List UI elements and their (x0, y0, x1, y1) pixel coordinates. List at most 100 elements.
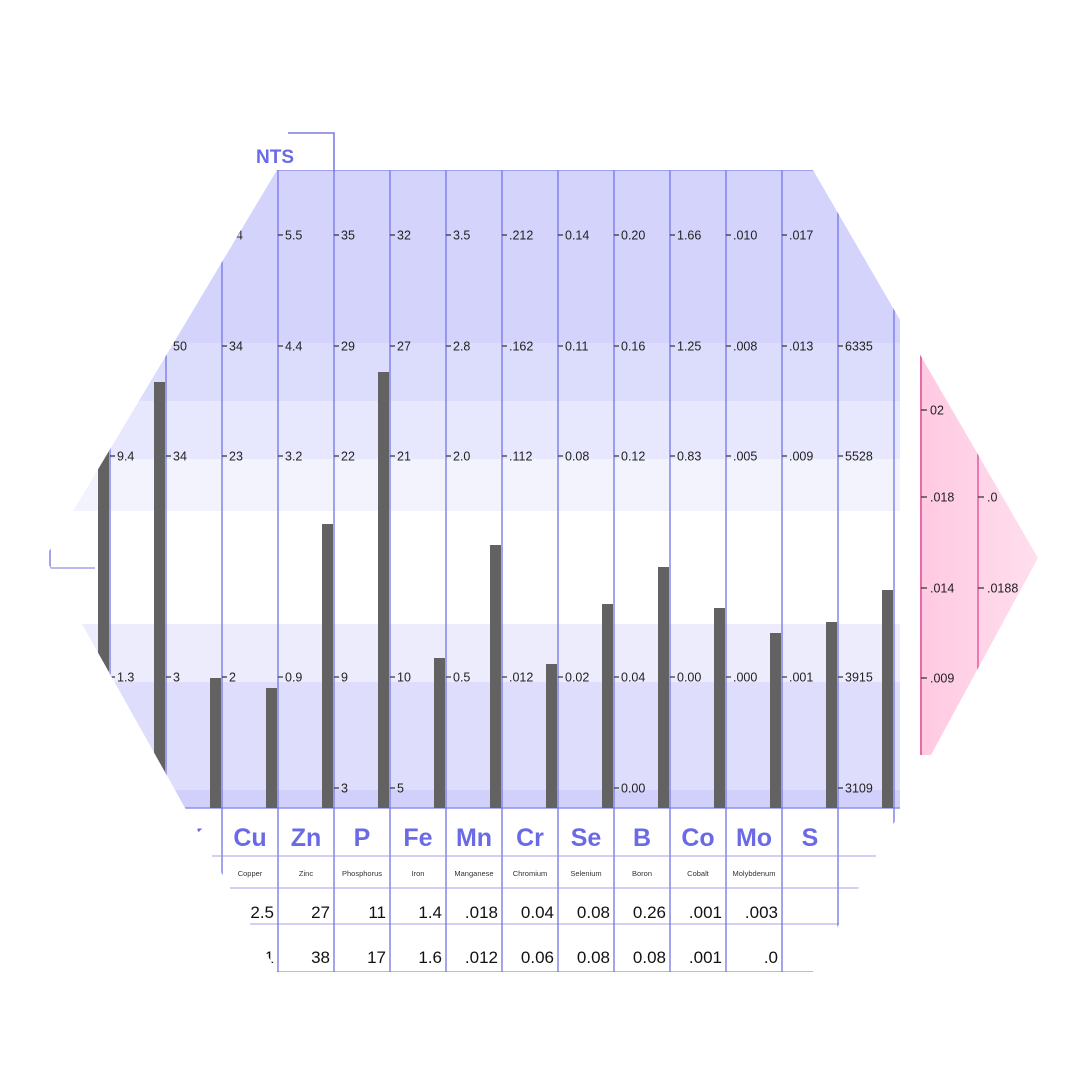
value-row-1: 11 (368, 903, 386, 922)
element-column: 35 29 22 9 3 Zn Zinc 27 38 (291, 170, 355, 972)
tick-label: 0.16 (621, 340, 645, 354)
tick-label: 0.02 (565, 671, 589, 685)
bar (714, 608, 725, 808)
band-dark-top (45, 170, 900, 343)
element-column: 0.14 0.11 0.08 0.02 Cr Chromium 0.04 0.06 (513, 170, 589, 972)
tick-label: 1.3 (117, 671, 134, 685)
tick-label: 23 (229, 450, 243, 464)
bar (546, 664, 557, 808)
element-name: Zinc (299, 869, 313, 878)
tick-label: 0.12 (621, 450, 645, 464)
bar (378, 372, 389, 808)
value-row-1: 2.5 (250, 903, 274, 922)
element-symbol: P (354, 824, 371, 852)
tick-label: 21 (397, 450, 411, 464)
element-name: Copper (238, 869, 263, 878)
bar (602, 604, 613, 808)
tick-label: 0.20 (621, 229, 645, 243)
tick-label: 50 (173, 340, 187, 354)
element-symbol: a (131, 824, 146, 852)
tick-label: 0.5 (453, 671, 470, 685)
element-name: Potassium (176, 869, 211, 878)
bar (882, 590, 893, 808)
band-bottom (45, 790, 900, 808)
band-white (45, 511, 900, 624)
tick-label: 0.08 (565, 450, 589, 464)
element-name: Manganese (454, 869, 493, 878)
value-row-2: 0.08 (577, 948, 610, 967)
tick-label: 0.00 (677, 671, 701, 685)
tick-label: 5 (397, 782, 404, 796)
element-name: Iron (412, 869, 425, 878)
value-row-1: .018 (465, 903, 498, 922)
tick-label: .112 (509, 450, 532, 464)
tick-label: 4.4 (285, 340, 302, 354)
tick-label: 3 (173, 671, 180, 685)
bar (770, 633, 781, 808)
tick-label: 34 (173, 450, 187, 464)
element-name: Molybdenum (733, 869, 776, 878)
value-row-2: 1.6 (418, 948, 442, 967)
tick-label: .000 (733, 671, 757, 685)
tick-label: .212 (509, 229, 533, 243)
element-symbol: Mo (736, 824, 772, 852)
tick-label: 3 (341, 782, 348, 796)
value-row-2: 0.06 (521, 948, 554, 967)
band-light (45, 459, 900, 511)
pink-tick-label: .014 (930, 582, 954, 596)
value-row-1: 1 (209, 903, 218, 922)
tick-label: 2.8 (453, 340, 470, 354)
element-column: 1.66 1.25 0.83 0.00 B Boron 0.26 0.08 (632, 170, 701, 972)
value-row-1: .003 (745, 903, 778, 922)
value-row-2: .0 (764, 948, 778, 967)
tick-label: .001 (789, 671, 813, 685)
tick-label: 9.4 (117, 450, 134, 464)
value-row-2: ? (209, 948, 218, 967)
element-symbol: B (633, 824, 651, 852)
element-name: Boron (632, 869, 652, 878)
header-title-fragment: NTS (256, 147, 294, 168)
tick-label: 32 (397, 229, 411, 243)
element-column: 6335 5528 3915 3109 S (802, 170, 873, 972)
tick-label: 34 (229, 340, 243, 354)
value-row-2: .001 (689, 948, 722, 967)
pink-tick-label: .0188 (987, 582, 1018, 596)
tick-label: 5528 (845, 450, 873, 464)
bar (826, 622, 837, 808)
element-column: 0.20 0.16 0.12 0.04 0.00 Se Selenium 0.08 0.08 (570, 170, 645, 972)
tick-label: 35 (341, 229, 355, 243)
bar (154, 382, 165, 808)
bar (322, 524, 333, 808)
bar (210, 678, 221, 808)
element-symbol: Mn (456, 824, 492, 852)
element-column: .212 .162 .112 .012 Mn Manganese .018 .012 (454, 170, 533, 972)
element-name: Chromium (513, 869, 548, 878)
tick-label: 22 (341, 450, 355, 464)
element-symbol: Cr (516, 824, 544, 852)
tick-label: .162 (509, 340, 533, 354)
pink-tick-label: .018 (930, 491, 954, 505)
value-row-2: 0.08 (633, 948, 666, 967)
pink-panel (920, 355, 1038, 755)
value-row-1: .001 (689, 903, 722, 922)
tick-label: 27 (397, 340, 411, 354)
element-symbol: Co (681, 824, 714, 852)
element-column: 32 27 21 10 5 P Phosphorus 11 17 (342, 170, 411, 972)
header-box: NTS (256, 132, 335, 172)
bar (490, 545, 501, 808)
element-column: .017 .013 .009 .001 Mo Molybdenum .003 .0 (733, 170, 813, 972)
pink-tick-label: .009 (930, 672, 954, 686)
tick-label: 10 (397, 671, 411, 685)
tick-label: 0.14 (565, 229, 589, 243)
element-symbol: Fe (403, 824, 432, 852)
tick-label: 9 (341, 671, 348, 685)
tick-label: 6335 (845, 340, 873, 354)
value-row-1: 27 (311, 903, 330, 922)
tick-label: 2 (229, 671, 236, 685)
element-name: Phosphorus (342, 869, 382, 878)
band-low-mid (45, 682, 900, 790)
tick-label: 1.25 (677, 340, 701, 354)
value-row-2: .012 (465, 948, 498, 967)
tick-label: .012 (509, 671, 533, 685)
